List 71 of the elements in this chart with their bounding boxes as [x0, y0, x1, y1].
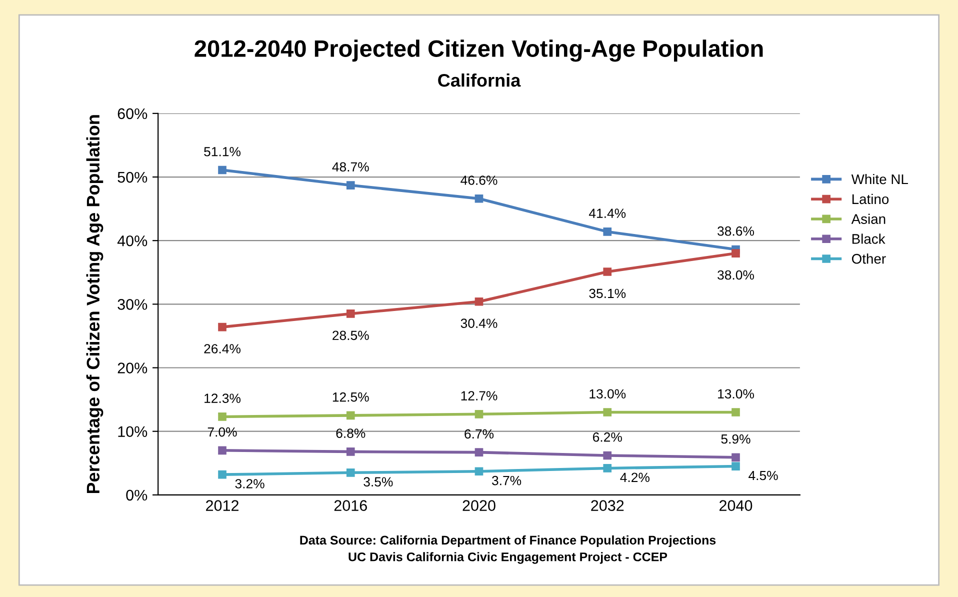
legend-label: Asian	[851, 214, 886, 224]
point	[603, 408, 612, 416]
data-label: 6.7%	[464, 429, 494, 439]
point	[474, 448, 484, 456]
data-label: 12.5%	[332, 392, 369, 402]
y-tick-label: 60%	[118, 108, 148, 120]
point	[732, 249, 740, 258]
point	[346, 310, 355, 318]
data-label: 48.7%	[332, 162, 369, 172]
point	[732, 408, 740, 416]
data-label: 3.7%	[492, 476, 522, 486]
point	[218, 166, 226, 174]
point	[218, 446, 226, 455]
data-label: 12.7%	[461, 391, 498, 400]
point	[474, 467, 484, 476]
point	[218, 470, 226, 479]
x-tick-label: 2012	[206, 500, 238, 511]
data-label: 5.9%	[721, 434, 750, 444]
data-label: 46.6%	[460, 176, 498, 185]
data-label: 13.0%	[718, 389, 754, 399]
data-label: 12.3%	[204, 394, 240, 403]
data-label: 38.6%	[718, 226, 754, 236]
data-label: 7.0%	[208, 427, 237, 437]
legend-label: Black	[852, 234, 886, 244]
data-label: 4.5%	[748, 470, 778, 480]
data-label: 26.4%	[204, 344, 240, 354]
point	[732, 453, 740, 462]
point	[603, 268, 612, 276]
chart-title: 2012-2040 Projected Citizen Voting-Age Population	[194, 40, 763, 62]
point	[218, 322, 226, 332]
data-label: 51.1%	[204, 147, 240, 156]
data-label: 35.1%	[589, 288, 626, 298]
legend-label: Other	[852, 254, 886, 264]
y-tick-label: 30%	[118, 299, 148, 310]
x-tick-label: 2032	[591, 500, 624, 511]
data-label: 41.4%	[588, 208, 626, 218]
point	[218, 412, 226, 421]
point	[603, 228, 612, 236]
point	[603, 451, 612, 460]
y-tick-label: 20%	[118, 362, 148, 374]
point	[603, 464, 612, 472]
y-axis-title: Percentage of Citizen Voting Age Population	[86, 115, 104, 494]
data-label: 3.5%	[364, 477, 393, 487]
point	[732, 462, 740, 470]
point	[474, 410, 484, 418]
point	[346, 448, 355, 456]
x-tick-label: 2020	[462, 500, 496, 511]
point	[474, 297, 484, 306]
data-label: 28.5%	[332, 330, 369, 340]
y-tick-label: 0%	[126, 490, 148, 501]
data-label: 6.2%	[593, 432, 622, 442]
data-label: 3.2%	[235, 479, 264, 488]
point	[474, 194, 484, 203]
legend-label: White NL	[851, 174, 908, 184]
source-note: Data Source: California Department of Finance Population Projections	[300, 535, 716, 548]
data-label: 6.8%	[336, 428, 366, 438]
x-tick-label: 2040	[720, 500, 752, 511]
point	[346, 468, 355, 477]
chart-subtitle: California	[438, 73, 521, 87]
point	[346, 181, 355, 190]
data-label: 4.2%	[620, 472, 650, 482]
y-tick-label: 40%	[117, 235, 148, 246]
y-tick-label: 10%	[118, 426, 148, 438]
legend-label: Latino	[852, 194, 889, 204]
data-label: 38.0%	[718, 270, 754, 280]
data-label: 13.0%	[590, 389, 626, 399]
y-tick-label: 50%	[118, 172, 148, 183]
x-tick-label: 2016	[334, 500, 367, 511]
point	[346, 411, 355, 420]
text: UC Davis California Civic Engagement Project - CCEP	[348, 552, 668, 564]
data-label: 30.4%	[460, 318, 498, 328]
